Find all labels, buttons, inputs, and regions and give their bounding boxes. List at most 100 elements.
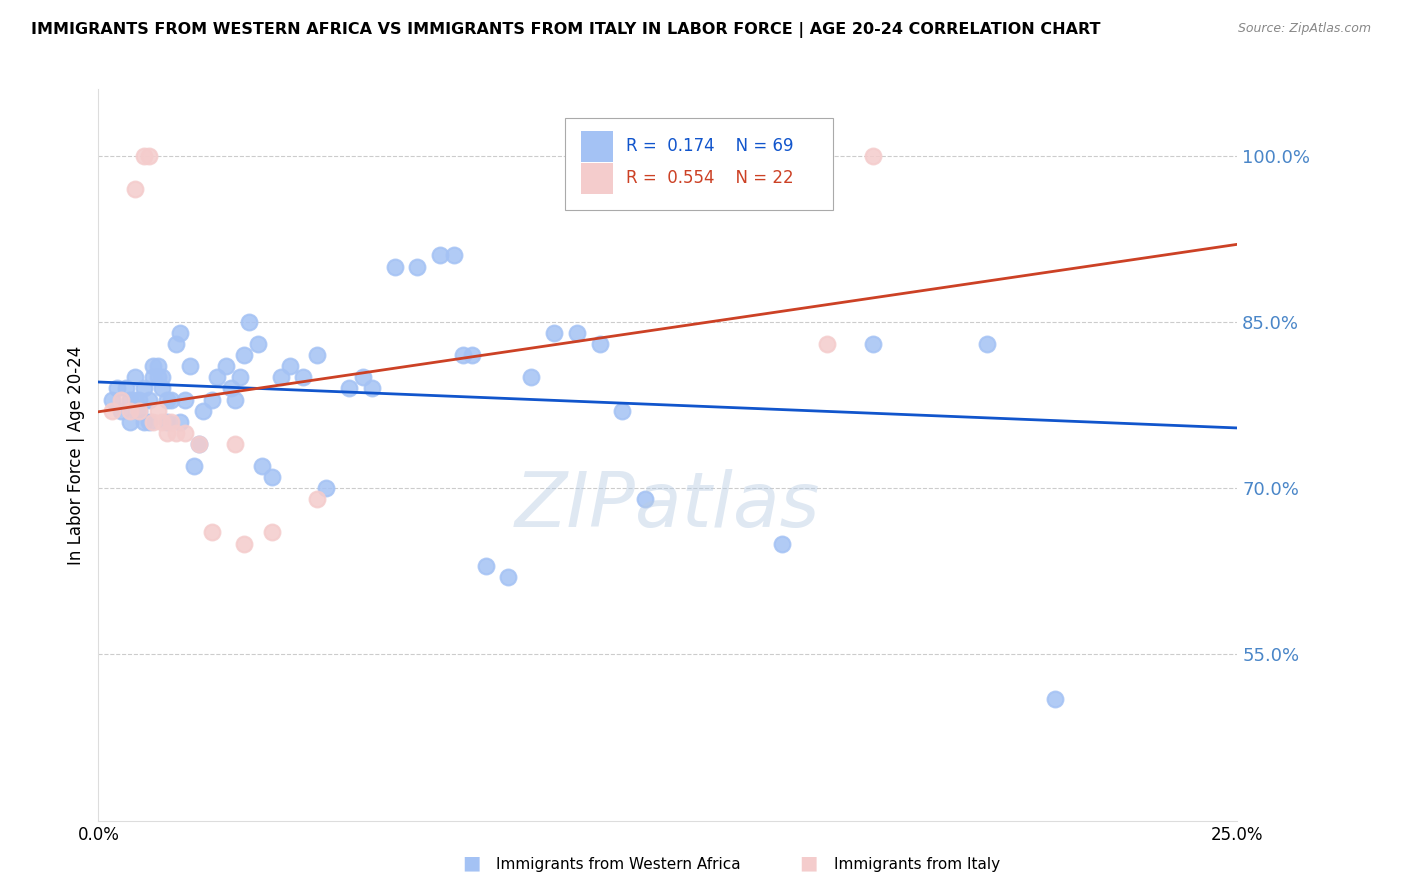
Point (128, 403, 150, 417)
Text: ■: ■ (461, 854, 481, 872)
Point (169, 326, 191, 340)
Point (1043, 691, 1066, 706)
Text: Immigrants from Western Africa: Immigrants from Western Africa (496, 857, 741, 872)
Point (156, 392, 179, 407)
Point (132, 415, 155, 429)
Point (292, 370, 315, 384)
Point (150, 381, 173, 395)
Point (201, 392, 224, 407)
Point (165, 337, 187, 351)
Point (110, 392, 132, 407)
Point (588, 337, 610, 351)
Point (205, 370, 228, 384)
Point (260, 470, 283, 484)
Point (156, 425, 179, 440)
Point (228, 370, 250, 384)
Point (128, 392, 150, 407)
Point (201, 525, 224, 540)
Point (337, 381, 360, 395)
Point (156, 415, 179, 429)
Point (451, 348, 474, 362)
Point (443, 248, 465, 262)
Text: Immigrants from Italy: Immigrants from Italy (834, 857, 1000, 872)
Point (132, 381, 155, 395)
Point (565, 326, 588, 340)
Point (146, 359, 169, 374)
Point (101, 392, 124, 407)
FancyBboxPatch shape (581, 131, 613, 161)
Text: Source: ZipAtlas.com: Source: ZipAtlas.com (1237, 22, 1371, 36)
Text: ■: ■ (799, 854, 818, 872)
Text: R =  0.554    N = 22: R = 0.554 N = 22 (626, 169, 793, 187)
Point (233, 348, 256, 362)
Point (498, 570, 520, 584)
Point (120, 392, 142, 407)
Point (169, 415, 191, 429)
Point (128, 403, 150, 417)
Point (142, 370, 165, 384)
Point (770, 536, 793, 550)
Point (142, 359, 165, 374)
Point (193, 403, 215, 417)
Point (634, 492, 657, 507)
Point (246, 337, 269, 351)
Point (270, 370, 292, 384)
Point (315, 481, 337, 495)
Point (252, 458, 274, 473)
Point (183, 458, 205, 473)
Point (160, 392, 183, 407)
Point (976, 337, 998, 351)
Point (138, 149, 160, 163)
FancyBboxPatch shape (581, 163, 613, 194)
Point (138, 415, 160, 429)
Point (307, 348, 329, 362)
Text: R =  0.174    N = 69: R = 0.174 N = 69 (626, 137, 793, 155)
Point (142, 415, 165, 429)
Point (187, 437, 209, 451)
Point (132, 149, 155, 163)
Point (120, 415, 142, 429)
FancyBboxPatch shape (565, 119, 832, 210)
Point (862, 337, 884, 351)
Point (612, 403, 634, 417)
Point (110, 403, 132, 417)
Point (224, 437, 246, 451)
Point (384, 260, 406, 274)
Point (352, 370, 374, 384)
Point (224, 392, 246, 407)
Point (114, 381, 136, 395)
Point (278, 359, 301, 374)
Point (862, 149, 884, 163)
Point (150, 415, 173, 429)
Point (474, 558, 496, 573)
Point (138, 392, 160, 407)
Y-axis label: In Labor Force | Age 20-24: In Labor Force | Age 20-24 (66, 345, 84, 565)
Point (124, 370, 146, 384)
Point (429, 248, 451, 262)
Point (124, 392, 146, 407)
Point (260, 525, 283, 540)
Point (679, 149, 702, 163)
Point (101, 403, 124, 417)
Point (815, 337, 838, 351)
Point (120, 403, 142, 417)
Point (146, 370, 169, 384)
Point (105, 381, 128, 395)
Point (160, 415, 183, 429)
Point (406, 260, 429, 274)
Point (187, 437, 209, 451)
Point (543, 326, 565, 340)
Point (215, 359, 238, 374)
Point (174, 392, 197, 407)
Point (461, 348, 484, 362)
Point (150, 370, 173, 384)
Text: IMMIGRANTS FROM WESTERN AFRICA VS IMMIGRANTS FROM ITALY IN LABOR FORCE | AGE 20-: IMMIGRANTS FROM WESTERN AFRICA VS IMMIGR… (31, 22, 1101, 38)
Point (179, 359, 201, 374)
Point (165, 425, 187, 440)
Point (219, 381, 242, 395)
Point (174, 425, 197, 440)
Point (307, 492, 329, 507)
Point (360, 381, 382, 395)
Point (520, 370, 543, 384)
Point (238, 315, 260, 329)
